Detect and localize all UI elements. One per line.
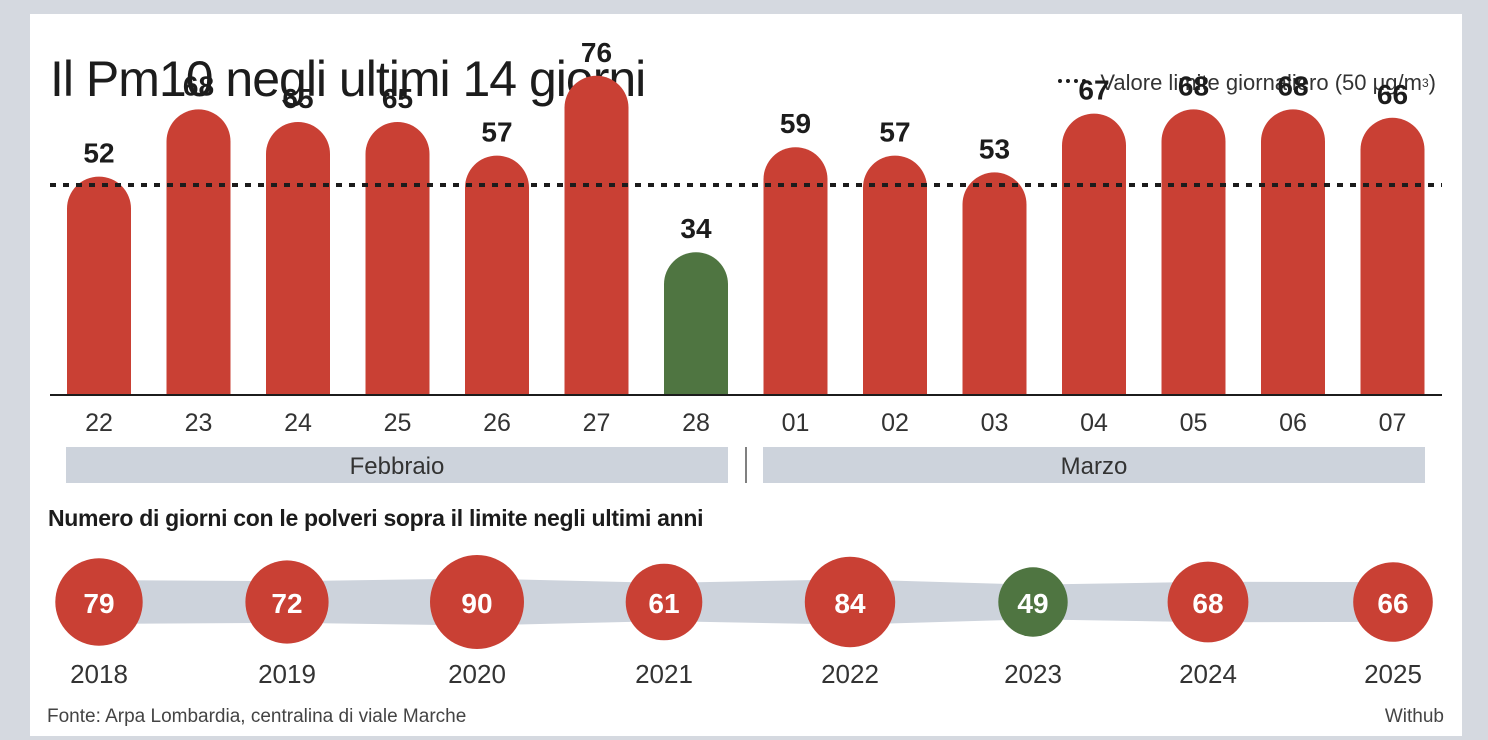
- right-border: [1462, 0, 1488, 736]
- x-tick-label: 24: [284, 409, 312, 437]
- bubble-value-label: 84: [834, 588, 866, 619]
- year-label: 2023: [1004, 659, 1062, 689]
- bubble-2018: [55, 558, 143, 646]
- bubble-value-label: 90: [461, 588, 492, 619]
- bar-value-label: 68: [183, 70, 214, 101]
- bubble-chart: 79 2018 72 2019 90 2020 61 2021 84 2022 49 2023 68 20…: [55, 555, 1433, 689]
- bubble-value-label: 72: [271, 588, 302, 619]
- bar-value-label: 65: [382, 83, 413, 114]
- bar-28: [664, 252, 728, 395]
- bar-value-label: 34: [680, 213, 712, 244]
- x-tick-label: 22: [85, 409, 113, 437]
- source-note: Fonte: Arpa Lombardia, centralina di via…: [47, 706, 467, 727]
- month-label: Marzo: [1061, 453, 1128, 480]
- bar-24: [266, 122, 330, 395]
- bar-23: [166, 109, 231, 395]
- month-band: [66, 447, 728, 483]
- bar-chart: 52 22 68 23 65 24 65 25 57 26 76 27 34 28 59 01 57 02 53 03…: [50, 37, 1442, 483]
- bar-27: [564, 75, 629, 396]
- year-label: 2022: [821, 659, 879, 689]
- month-label: Febbraio: [350, 453, 445, 480]
- year-label: 2021: [635, 659, 693, 689]
- bar-value-label: 68: [1277, 70, 1308, 101]
- bar-value-label: 52: [83, 138, 114, 169]
- bar-22: [67, 176, 131, 395]
- month-band: [763, 447, 1425, 483]
- bubble-2024: [1167, 561, 1249, 643]
- bar-value-label: 66: [1377, 79, 1408, 110]
- x-tick-label: 06: [1279, 409, 1307, 437]
- bar-26: [465, 155, 529, 395]
- section-title: Numero di giorni con le polveri sopra il…: [48, 505, 704, 531]
- legend-superscript: 3: [1421, 76, 1429, 90]
- top-border: [0, 0, 1488, 14]
- year-label: 2018: [70, 659, 128, 689]
- bar-07: [1360, 117, 1425, 396]
- bar-value-label: 53: [979, 133, 1010, 164]
- bar-05: [1161, 109, 1226, 395]
- bubble-value-label: 49: [1017, 588, 1048, 619]
- bubble-2025: [1353, 562, 1433, 642]
- x-tick-label: 27: [583, 409, 611, 437]
- bar-01: [763, 147, 828, 395]
- legend-close: ): [1428, 70, 1436, 95]
- x-tick-label: 28: [682, 409, 710, 437]
- bar-value-label: 57: [879, 117, 910, 148]
- bar-value-label: 67: [1078, 75, 1109, 106]
- bubble-2021: [625, 563, 703, 641]
- bubble-2023: [998, 567, 1068, 637]
- bar-value-label: 76: [581, 37, 612, 68]
- x-tick-label: 01: [782, 409, 810, 437]
- bar-06: [1261, 109, 1325, 395]
- bar-value-label: 68: [1178, 70, 1209, 101]
- bubble-value-label: 79: [83, 588, 114, 619]
- credit: Withub: [1384, 706, 1444, 727]
- x-tick-label: 05: [1180, 409, 1208, 437]
- year-label: 2019: [258, 659, 316, 689]
- bar-25: [365, 122, 430, 395]
- x-tick-label: 02: [881, 409, 909, 437]
- chart-title: Il Pm10 negli ultimi 14 giorni: [50, 51, 646, 107]
- bubble-value-label: 61: [648, 588, 679, 619]
- bar-value-label: 59: [780, 108, 811, 139]
- x-tick-label: 26: [483, 409, 511, 437]
- bubble-2022: [804, 556, 896, 648]
- legend: Valore limite giornaliero (50 μg/m 3): [1058, 70, 1436, 96]
- year-label: 2020: [448, 659, 506, 689]
- bubble-value-label: 68: [1192, 588, 1223, 619]
- x-tick-label: 25: [384, 409, 412, 437]
- year-label: 2024: [1179, 659, 1237, 689]
- x-tick-label: 07: [1379, 409, 1407, 437]
- bar-value-label: 65: [282, 83, 313, 114]
- legend-label: Valore limite giornaliero (50 μg/m: [1100, 70, 1422, 95]
- x-tick-label: 04: [1080, 409, 1108, 437]
- bar-value-label: 57: [481, 117, 512, 148]
- bar-02: [863, 155, 927, 395]
- bar-04: [1062, 113, 1126, 395]
- bubble-2019: [245, 560, 329, 644]
- left-border: [0, 0, 30, 736]
- legend-dotted-line-icon: [1058, 79, 1087, 87]
- bubble-value-label: 66: [1377, 588, 1408, 619]
- bubble-2020: [430, 555, 524, 649]
- year-label: 2025: [1364, 659, 1422, 689]
- bar-03: [962, 172, 1027, 395]
- trend-band: [99, 578, 1393, 626]
- x-tick-label: 23: [185, 409, 213, 437]
- x-tick-label: 03: [981, 409, 1009, 437]
